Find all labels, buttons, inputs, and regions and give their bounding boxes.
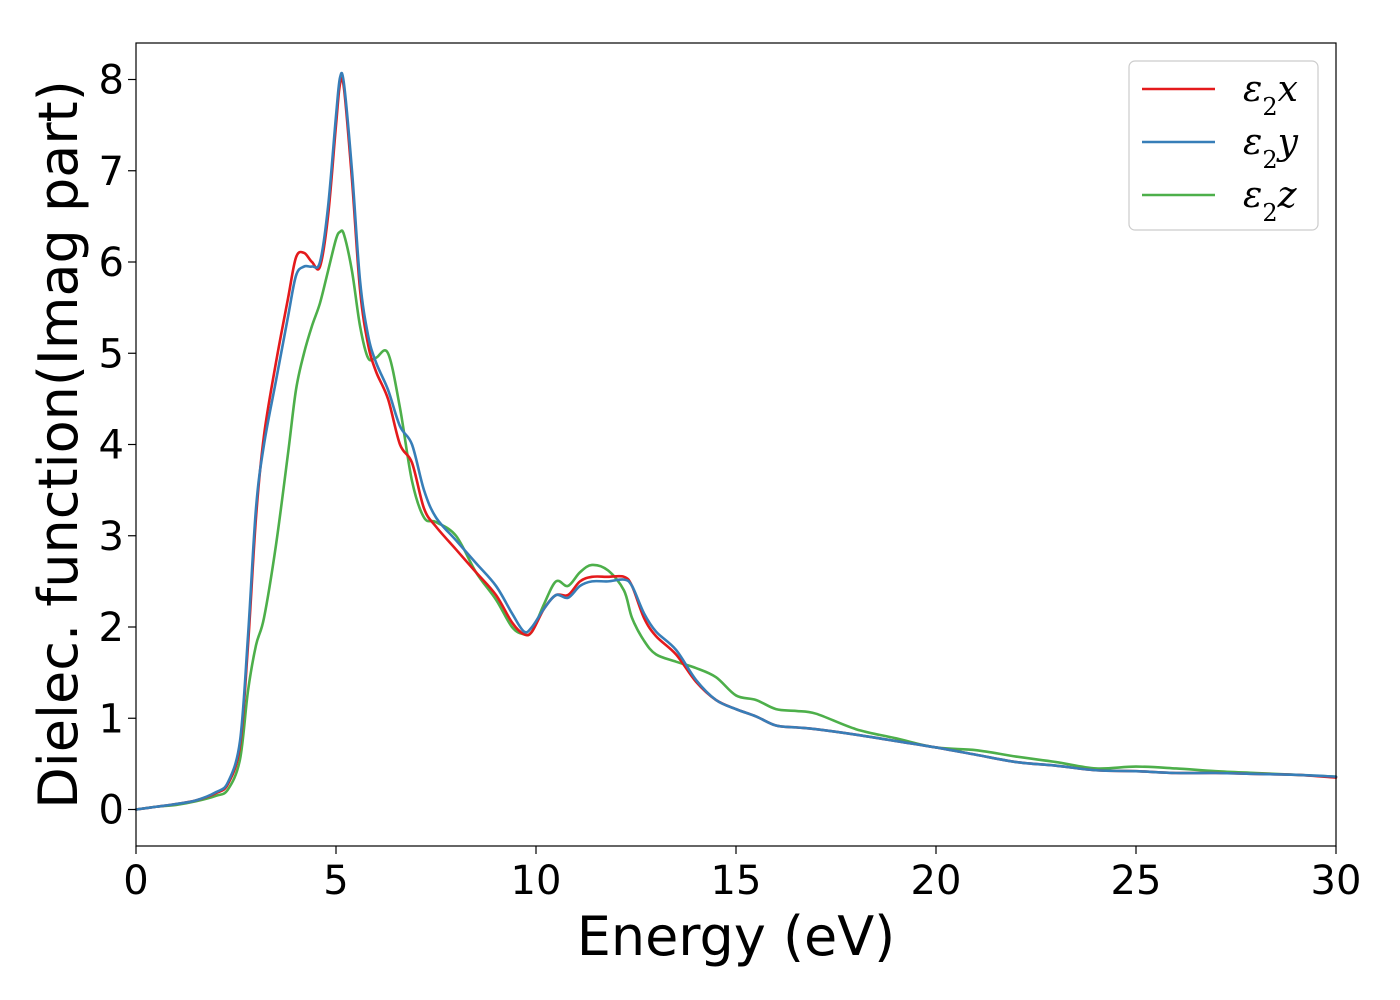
y-tick-label: 7 (99, 149, 124, 195)
y-tick-label: 6 (99, 240, 124, 286)
x-tick-label: 15 (711, 858, 762, 904)
x-tick-label: 5 (323, 858, 348, 904)
y-tick-label: 1 (99, 696, 124, 742)
series-line-z (134, 229, 1338, 811)
y-tick-label: 2 (99, 605, 124, 651)
y-tick-label: 3 (99, 514, 124, 560)
series-line-y (134, 71, 1338, 811)
y-tick-label: 4 (99, 423, 124, 469)
x-tick-label: 20 (911, 858, 962, 904)
y-tick-label: 5 (99, 331, 124, 377)
x-tick-label: 30 (1311, 858, 1362, 904)
legend-label-x: ε2x (1243, 69, 1298, 121)
y-tick-label: 8 (99, 58, 124, 104)
series-layer (134, 71, 1338, 811)
x-axis: 0 5 10 15 20 25 30 (123, 846, 1361, 904)
legend-box (1128, 60, 1319, 231)
x-tick-label: 25 (1111, 858, 1162, 904)
x-tick-label: 0 (123, 858, 148, 904)
legend-label-z: ε2z (1243, 175, 1298, 227)
x-tick-label: 10 (511, 858, 562, 904)
x-axis-label: Energy (eV) (577, 905, 896, 968)
y-axis-label: Dielec. function(Imag part) (27, 80, 90, 809)
legend-label-y: ε2y (1243, 122, 1299, 174)
y-axis: 0 1 2 3 4 5 6 7 8 (99, 58, 136, 834)
y-tick-label: 0 (99, 788, 124, 834)
